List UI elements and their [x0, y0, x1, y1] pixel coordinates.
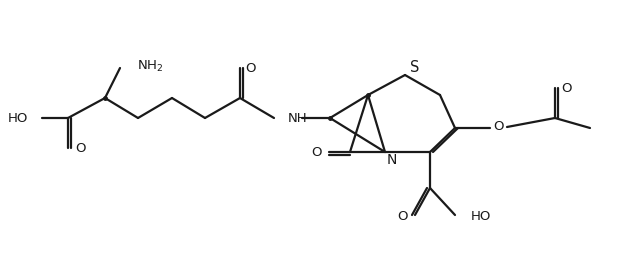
- Text: O: O: [397, 211, 408, 224]
- Text: O: O: [311, 145, 321, 158]
- Text: O: O: [561, 81, 572, 94]
- Text: N: N: [387, 153, 397, 167]
- Text: NH$_2$: NH$_2$: [137, 59, 163, 73]
- Text: O: O: [246, 62, 256, 76]
- Text: O: O: [493, 121, 504, 134]
- Text: HO: HO: [471, 211, 492, 224]
- Text: S: S: [410, 60, 419, 75]
- Text: HO: HO: [8, 112, 28, 124]
- Text: NH: NH: [288, 113, 308, 126]
- Text: O: O: [76, 142, 86, 155]
